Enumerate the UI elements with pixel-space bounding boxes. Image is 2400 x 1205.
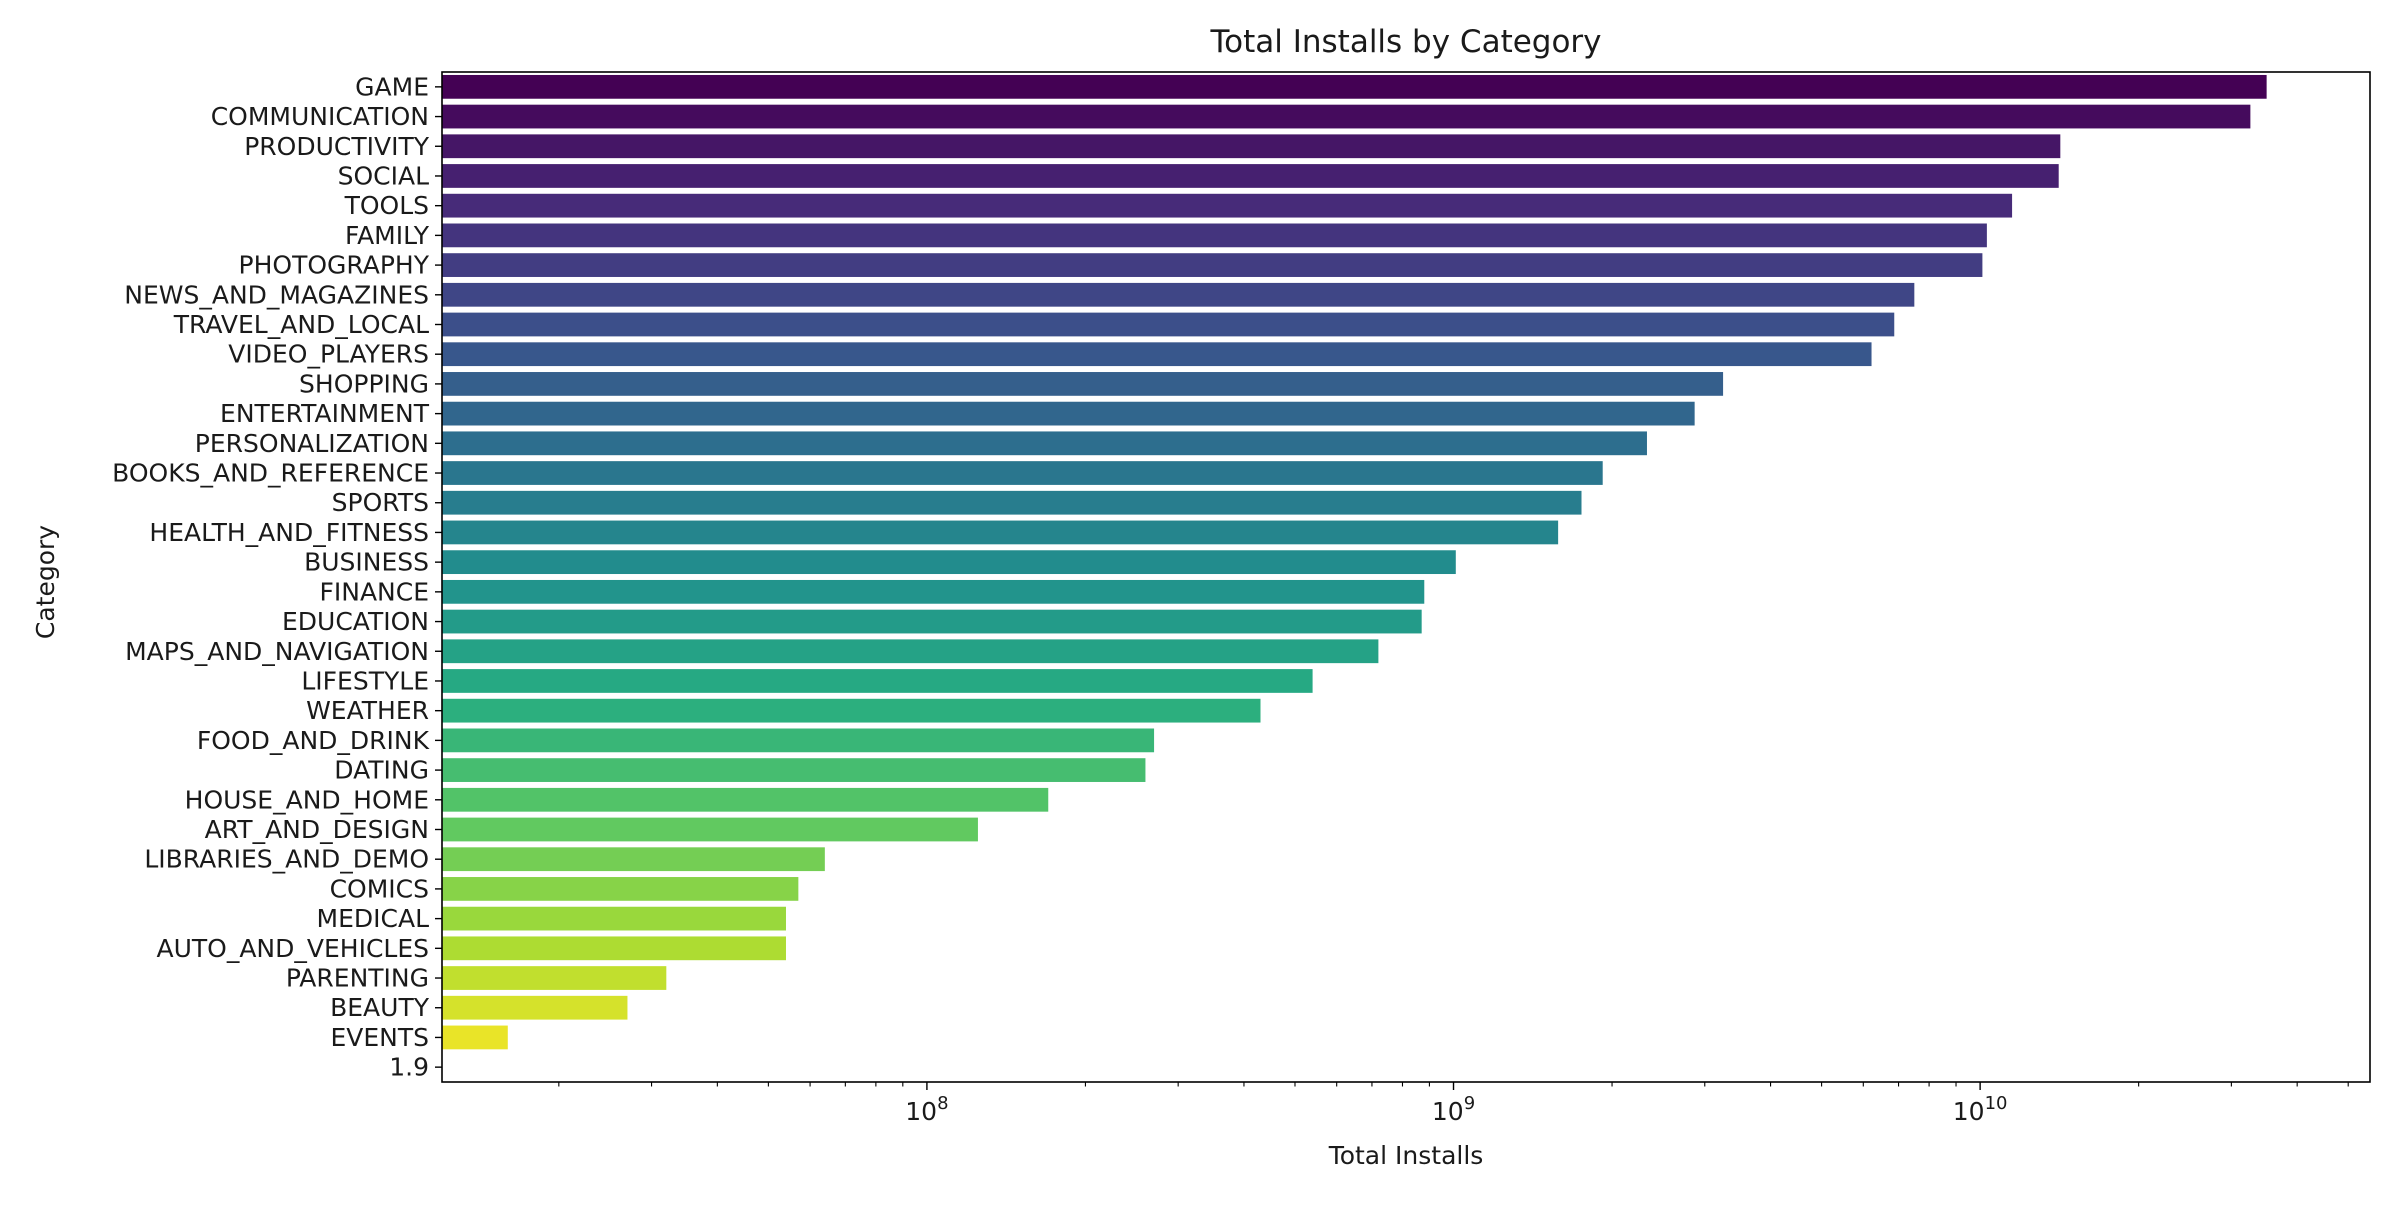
bar: [442, 282, 1915, 307]
bar: [442, 817, 978, 842]
y-tick-label: MAPS_AND_NAVIGATION: [125, 637, 429, 666]
bar: [442, 758, 1146, 782]
bar: [442, 312, 1895, 337]
y-tick-label: LIFESTYLE: [301, 666, 429, 695]
bar: [442, 253, 1983, 277]
plot-frame: [441, 71, 2371, 1083]
bar: [442, 104, 2251, 129]
y-tick-label: PRODUCTIVITY: [244, 132, 430, 161]
y-tick-label: PARENTING: [286, 964, 429, 993]
y-tick-label: EDUCATION: [282, 607, 429, 636]
bar: [442, 490, 1582, 515]
bar: [442, 847, 825, 872]
bars-group: [442, 74, 2267, 1050]
y-tick-label: ENTERTAINMENT: [220, 399, 430, 428]
bar: [442, 995, 628, 1020]
y-tick-label: SOCIAL: [338, 161, 429, 190]
y-tick-label: ART_AND_DESIGN: [205, 815, 429, 844]
bar: [442, 728, 1155, 753]
bar: [442, 787, 1049, 812]
bar: [442, 520, 1559, 545]
y-axis-ticks: GAMECOMMUNICATIONPRODUCTIVITYSOCIALTOOLS…: [112, 72, 442, 1082]
bar: [442, 966, 667, 990]
y-tick-label: FINANCE: [319, 577, 429, 606]
y-tick-label: BOOKS_AND_REFERENCE: [112, 459, 429, 488]
bar: [442, 461, 1603, 485]
y-tick-label: BUSINESS: [304, 548, 429, 577]
y-tick-label: COMICS: [330, 874, 429, 903]
y-tick-label: HOUSE_AND_HOME: [185, 785, 429, 814]
bar: [442, 877, 799, 901]
bar: [442, 223, 1987, 248]
y-tick-label: LIBRARIES_AND_DEMO: [144, 845, 429, 874]
y-tick-label: HEALTH_AND_FITNESS: [149, 518, 429, 547]
y-tick-label: PERSONALIZATION: [195, 429, 429, 458]
y-tick-label: WEATHER: [306, 696, 429, 725]
x-axis-ticks: 108 109 1010: [558, 1082, 2349, 1126]
y-tick-label: FAMILY: [345, 221, 430, 250]
bar: [442, 698, 1261, 723]
bar: [442, 1025, 508, 1050]
y-tick-label: SPORTS: [332, 488, 429, 517]
y-tick-label: FOOD_AND_DRINK: [197, 726, 430, 755]
x-tick-label: 109: [1432, 1093, 1475, 1126]
bar: [442, 609, 1422, 634]
y-tick-label: VIDEO_PLAYERS: [228, 340, 429, 369]
y-tick-label: PHOTOGRAPHY: [239, 251, 430, 280]
y-tick-label: 1.9: [389, 1053, 429, 1082]
y-tick-label: SHOPPING: [299, 369, 429, 398]
y-tick-label: NEWS_AND_MAGAZINES: [124, 280, 429, 309]
y-tick-label: AUTO_AND_VEHICLES: [156, 934, 429, 963]
bar: [442, 906, 786, 931]
x-axis-label: Total Installs: [1328, 1141, 1484, 1170]
bar: [442, 579, 1425, 604]
bar: [442, 669, 1313, 693]
bar: [442, 550, 1456, 575]
bar: [442, 372, 1724, 396]
y-tick-label: BEAUTY: [330, 993, 430, 1022]
bar: [442, 74, 2267, 99]
bar: [442, 401, 1695, 426]
bar: [442, 193, 2013, 218]
bar: [442, 134, 2061, 159]
y-tick-label: EVENTS: [330, 1023, 429, 1052]
bar: [442, 431, 1647, 456]
y-axis-label: Category: [31, 525, 60, 639]
y-tick-label: GAME: [355, 72, 429, 101]
y-tick-label: COMMUNICATION: [211, 102, 429, 131]
x-tick-label: 108: [905, 1093, 948, 1126]
bar: [442, 639, 1379, 664]
bar: [442, 342, 1872, 367]
y-tick-label: TRAVEL_AND_LOCAL: [173, 310, 429, 339]
y-tick-label: TOOLS: [344, 191, 429, 220]
bar: [442, 936, 786, 961]
chart-title: Total Installs by Category: [1209, 24, 1601, 60]
bar: [442, 164, 2059, 188]
x-tick-label: 1010: [1953, 1093, 2008, 1126]
y-tick-label: MEDICAL: [317, 904, 430, 933]
y-tick-label: DATING: [334, 756, 429, 785]
